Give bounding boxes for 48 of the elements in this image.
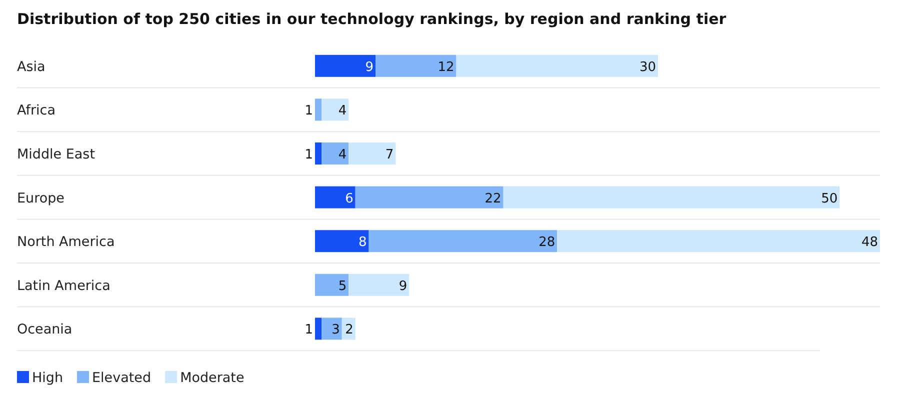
data-label: 4: [338, 104, 347, 119]
bar: [322, 318, 342, 340]
data-label: 50: [821, 191, 838, 206]
bar: [315, 98, 322, 121]
data-label: 6: [345, 191, 354, 206]
data-label: 1: [304, 322, 313, 338]
y-tick-label: Europe: [17, 190, 64, 206]
bar: [315, 230, 369, 252]
data-label: 8: [358, 235, 367, 250]
data-label: 1: [304, 104, 313, 119]
y-tick-label: Latin America: [17, 278, 110, 294]
legend-label: Moderate: [180, 370, 244, 386]
bar: [348, 274, 410, 296]
data-label: 48: [861, 235, 878, 250]
data-label: 9: [365, 60, 374, 75]
data-label: 5: [338, 278, 347, 294]
bar: [503, 186, 840, 208]
bar: [355, 186, 504, 208]
y-tick-label: Oceania: [17, 322, 72, 338]
legend-label: High: [32, 370, 64, 386]
data-label: 12: [438, 60, 454, 75]
data-label: 30: [639, 60, 656, 75]
data-label: 22: [484, 191, 502, 206]
bar: [322, 142, 349, 164]
bar: [315, 274, 349, 296]
data-label: 28: [538, 235, 556, 250]
bar: [557, 230, 880, 252]
data-label: 1: [304, 148, 313, 162]
y-tick-label: Middle East: [17, 146, 96, 162]
data-label: 9: [398, 278, 408, 294]
bar: [348, 142, 396, 164]
y-tick-label: Asia: [17, 58, 46, 75]
data-label: 3: [332, 322, 340, 338]
bar: [368, 230, 558, 252]
legend-label: Elevated: [92, 370, 152, 386]
data-label: 2: [345, 322, 354, 338]
bar: [315, 142, 322, 164]
y-tick-label: Africa: [17, 102, 56, 119]
data-label: 7: [385, 148, 394, 162]
bar: [315, 186, 356, 208]
bar: [376, 54, 456, 77]
bar: [322, 98, 349, 121]
data-label: 4: [338, 148, 347, 162]
bar: [315, 54, 376, 77]
chart-title: Distribution of top 250 cities in our technology rankings, by region and ranking tier: [17, 10, 727, 28]
bar: [456, 54, 658, 77]
bar: [315, 318, 322, 340]
y-tick-label: North America: [17, 234, 115, 250]
